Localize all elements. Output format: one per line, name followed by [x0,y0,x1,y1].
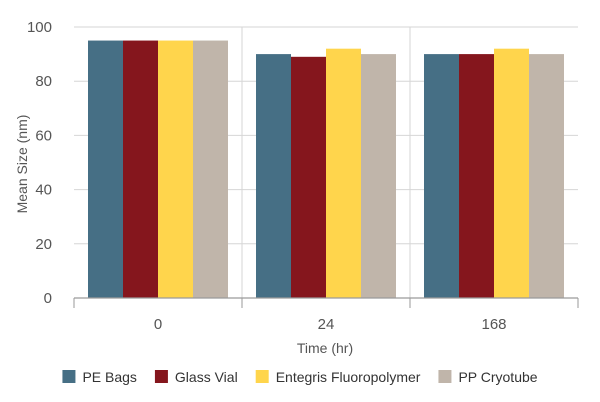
legend-label: PP Cryotube [458,369,537,385]
legend-item-glass-vial: Glass Vial [154,369,238,385]
y-tick-label: 20 [35,236,52,253]
legend-swatch [154,370,168,383]
bar-pp-cryotube-0 [193,40,228,299]
bar-pe-bags-24 [256,54,291,298]
legend-item-entegris-fluoropolymer: Entegris Fluoropolymer [255,369,421,385]
bar-entegris-fluoropolymer-168 [494,48,529,299]
legend-label: Glass Vial [175,369,238,385]
bar-glass-vial-0 [123,40,158,299]
y-tick-labels: 0 20 40 60 80 100 [27,19,52,307]
y-tick-label: 40 [35,182,52,199]
legend-swatch [438,370,452,383]
legend-item-pp-cryotube: PP Cryotube [438,369,538,385]
legend-label: PE Bags [82,369,136,385]
x-tick-label: 168 [481,316,506,333]
x-tick-label: 24 [318,316,335,333]
legend-swatch [255,370,269,383]
bar-pp-cryotube-24 [361,54,396,298]
bar-glass-vial-168 [459,54,494,298]
legend-item-pe-bags: PE Bags [62,369,137,385]
y-tick-label: 80 [35,73,52,90]
x-axis-title: Time (hr) [297,340,353,356]
y-tick-label: 60 [35,127,52,144]
legend-label: Entegris Fluoropolymer [276,369,421,385]
y-axis-title: Mean Size (nm) [14,115,30,214]
bar-glass-vial-24 [291,56,326,299]
legend: PE Bags Glass Vial Entegris Fluoropolymer P… [62,369,538,385]
x-tick-labels: 0 24 168 [154,316,507,333]
axes [73,297,579,308]
y-tick-label: 0 [44,290,52,307]
bar-entegris-fluoropolymer-24 [326,48,361,299]
legend-swatch [62,370,76,383]
bar-pe-bags-168 [424,54,459,298]
bar-entegris-fluoropolymer-0 [158,40,193,299]
bar-pp-cryotube-168 [529,54,564,298]
bars [88,40,564,299]
bar-pe-bags-0 [88,40,123,299]
y-tick-label: 100 [27,19,52,36]
x-tick-label: 0 [154,316,162,333]
